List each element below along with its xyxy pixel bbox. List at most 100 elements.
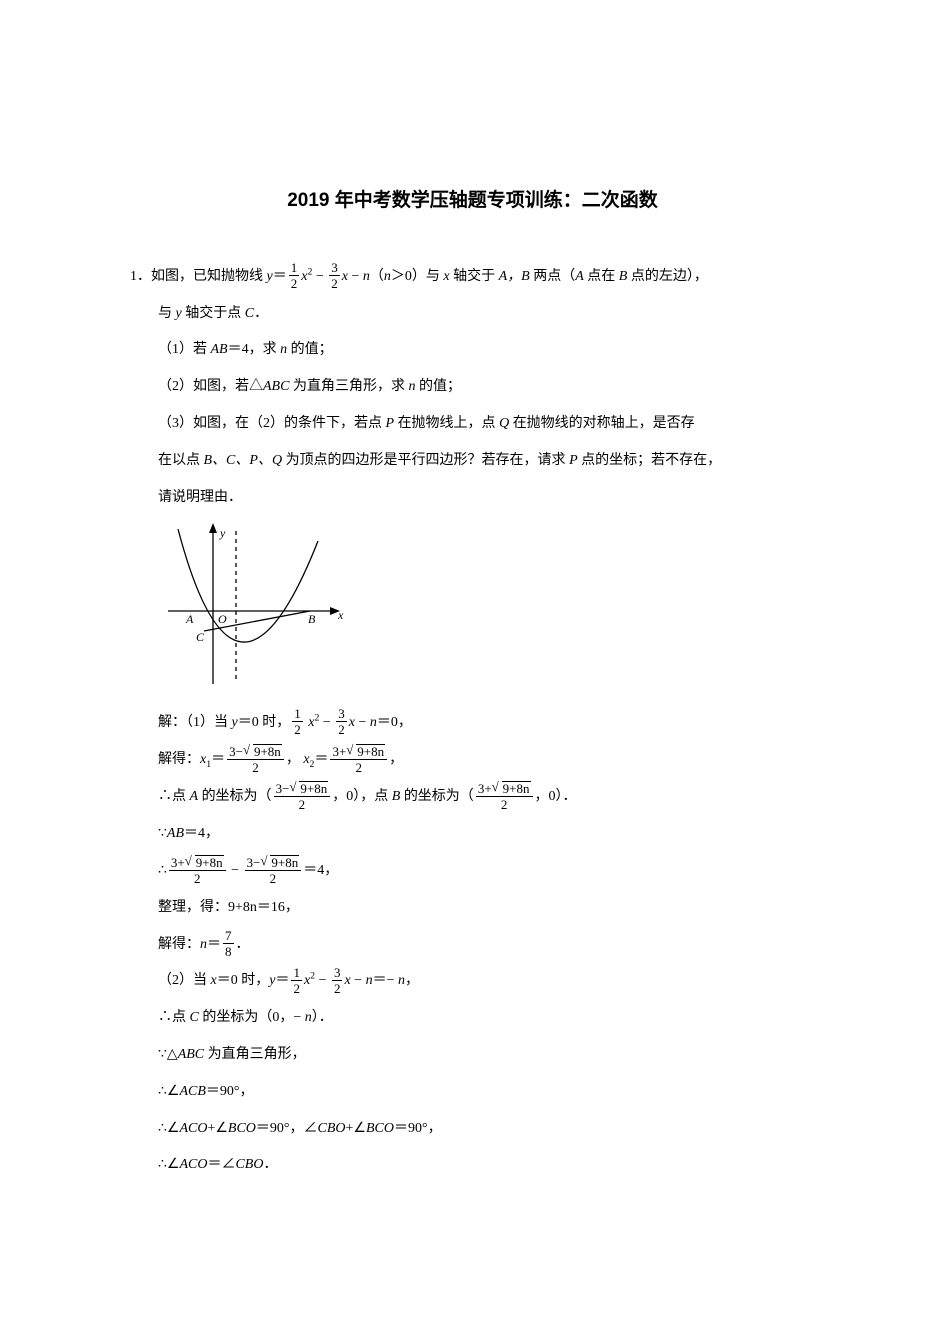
svg-text:B: B: [308, 612, 316, 626]
var-n: n: [363, 269, 370, 284]
sol-5: ∴3+9+8n2 − 3−9+8n2＝4，: [130, 856, 815, 887]
var-n: n: [398, 973, 405, 988]
sol-6: 整理，得：9+8n＝16，: [130, 893, 815, 924]
text: ＝4，: [303, 863, 338, 878]
var-x: x: [342, 269, 348, 284]
text: （: [370, 269, 384, 284]
text: 为顶点的四边形是平行四边形？若存在，请求: [282, 453, 569, 468]
text: ＞0）与: [391, 269, 444, 284]
text: −: [228, 863, 243, 878]
question-3-l1: （3）如图，在（2）的条件下，若点 P 在抛物线上，点 Q 在抛物线的对称轴上，…: [130, 409, 815, 440]
text: 点的左边），: [627, 269, 708, 284]
text: ＝0 时，: [217, 973, 270, 988]
frac-x1: 3−9+8n2: [274, 781, 331, 811]
var-ACB: ACB: [179, 1084, 205, 1099]
text: （2）当: [158, 973, 211, 988]
sol-2: 解得：x1＝3−9+8n2， x2＝3+9+8n2，: [130, 745, 815, 776]
frac-three-half: 32: [329, 261, 340, 290]
var-ACO: ACO: [179, 1157, 207, 1172]
text: （3）如图，在（2）的条件下，若点: [158, 416, 386, 431]
text: 解：（1）当: [158, 715, 232, 730]
sol-9: ∴点 C 的坐标为（0，− n）．: [130, 1003, 815, 1034]
text: ，: [286, 752, 300, 767]
var-A: A: [190, 789, 199, 804]
frac-x2: 3+9+8n2: [169, 855, 226, 885]
text: ．: [263, 1157, 277, 1172]
var-ABC: ABC: [263, 379, 289, 394]
question-3-l2: 在以点 B、C、P、Q 为顶点的四边形是平行四边形？若存在，请求 P 点的坐标；…: [130, 446, 815, 477]
question-1: （1）若 AB＝4，求 n 的值；: [130, 335, 815, 366]
text: ∴∠: [158, 1121, 179, 1136]
text: 为直角三角形，: [204, 1047, 306, 1062]
var-C: C: [245, 306, 254, 321]
var-x: x: [344, 973, 350, 988]
text: 与: [158, 306, 176, 321]
sol-4: ∵AB＝4，: [130, 819, 815, 850]
text: 的值；: [415, 379, 461, 394]
text: ＝4，: [184, 826, 219, 841]
var-A: A: [575, 269, 584, 284]
var-n: n: [200, 937, 207, 952]
text: ＝−: [373, 973, 398, 988]
text: ，0），点: [332, 789, 392, 804]
var-CBO: CBO: [318, 1121, 346, 1136]
svg-text:y: y: [219, 526, 226, 540]
sol-7: 解得：n＝78．: [130, 930, 815, 961]
var-n: n: [370, 715, 377, 730]
text: 轴交于: [450, 269, 499, 284]
var-AB: AB: [211, 342, 228, 357]
frac-three-half: 32: [336, 707, 347, 736]
text: ．: [254, 306, 268, 321]
text: ∴∠: [158, 1084, 179, 1099]
question-3-l3: 请说明理由．: [130, 483, 815, 514]
frac-x2: 3+9+8n2: [330, 744, 387, 774]
text: ＝90°，: [394, 1121, 442, 1136]
text: 轴交于点: [182, 306, 245, 321]
frac-three-half: 32: [332, 966, 343, 995]
sol-12: ∴∠ACO+∠BCO＝90°，∠CBO+∠BCO＝90°，: [130, 1114, 815, 1145]
text: ＝0 时，: [238, 715, 291, 730]
text: 解得：: [158, 752, 200, 767]
text: ，: [389, 752, 403, 767]
svg-text:O: O: [218, 612, 227, 626]
var-ABC: ABC: [178, 1047, 204, 1062]
sol-11: ∴∠ACB＝90°，: [130, 1077, 815, 1108]
var-bcpq: B、C、P、Q: [204, 453, 283, 468]
var-BCO: BCO: [366, 1121, 394, 1136]
text: 在抛物线上，点: [394, 416, 499, 431]
text: 如图，已知抛物线: [151, 269, 267, 284]
content: 1．如图，已知抛物线 y＝12x2 − 32x − n（n＞0）与 x 轴交于 …: [130, 262, 815, 1181]
var-n: n: [384, 269, 391, 284]
text: +∠: [207, 1121, 227, 1136]
frac-seven-eight: 78: [223, 929, 234, 958]
text: ，: [405, 973, 419, 988]
text: ∴: [158, 863, 167, 878]
var-C: C: [190, 1010, 199, 1025]
text: ，0）．: [535, 789, 577, 804]
var-ACO: ACO: [179, 1121, 207, 1136]
var-P: P: [386, 416, 395, 431]
text: +∠: [346, 1121, 366, 1136]
text: 解得：: [158, 937, 200, 952]
text: 请说明理由．: [158, 490, 242, 505]
text: ∴点: [158, 1010, 190, 1025]
text: ＝: [211, 752, 225, 767]
text: 的坐标为（: [198, 789, 272, 804]
page-title: 2019 年中考数学压轴题专项训练：二次函数: [130, 180, 815, 222]
text: 的坐标为（0，−: [199, 1010, 305, 1025]
var-ab: A，B: [499, 269, 530, 284]
text: ＝90°，∠: [256, 1121, 318, 1136]
problem-stem: 1．如图，已知抛物线 y＝12x2 − 32x − n（n＞0）与 x 轴交于 …: [130, 262, 815, 293]
text: ＝90°，: [206, 1084, 254, 1099]
svg-text:A: A: [185, 612, 194, 626]
var-CBO: CBO: [235, 1157, 263, 1172]
frac-x2: 3+9+8n2: [476, 781, 533, 811]
var-x: x: [349, 715, 355, 730]
text: 的坐标为（: [400, 789, 474, 804]
text: ＝: [314, 752, 328, 767]
text: 点在: [584, 269, 619, 284]
text: （2）如图，若△: [158, 379, 263, 394]
text: ＝: [275, 973, 289, 988]
svg-text:x: x: [337, 608, 344, 622]
text: 在抛物线的对称轴上，是否存: [509, 416, 695, 431]
